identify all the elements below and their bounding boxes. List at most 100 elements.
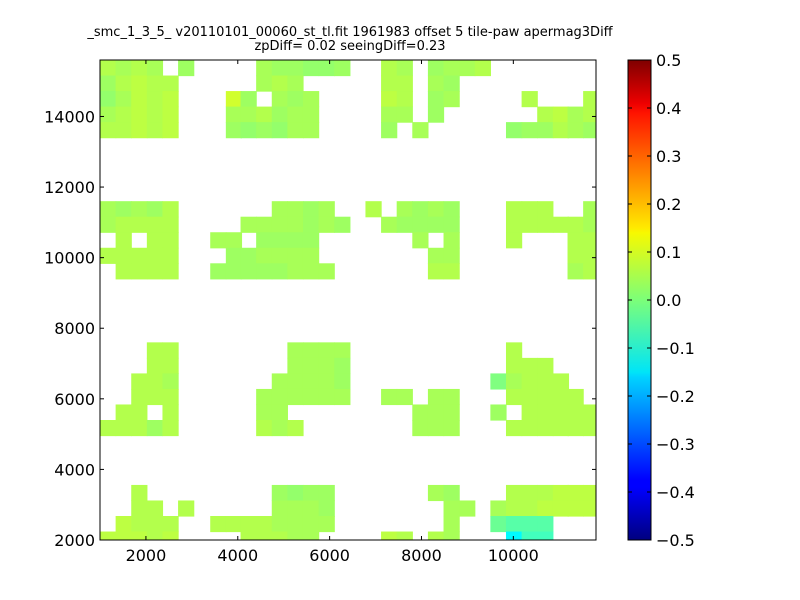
heatmap-cell [146, 201, 164, 218]
heatmap-cell [302, 247, 320, 264]
heatmap-cell [256, 263, 273, 280]
heatmap-cell [567, 420, 584, 437]
heatmap-cell [131, 484, 148, 502]
heatmap-cell [443, 232, 460, 249]
heatmap-cell [318, 216, 335, 233]
heatmap-cell [131, 247, 148, 264]
heatmap-cell [443, 420, 460, 437]
heatmap-cell [271, 500, 288, 517]
heatmap-cell [131, 75, 148, 92]
heatmap-cell [256, 106, 273, 123]
heatmap-cell [537, 500, 554, 517]
heatmap-cell [521, 500, 538, 517]
heatmap-cell [427, 404, 445, 421]
heatmap-cell [583, 420, 596, 437]
heatmap-cell [521, 388, 538, 406]
heatmap-cell [146, 531, 164, 540]
heatmap-cell [505, 357, 523, 375]
heatmap-cell [318, 263, 335, 280]
colorbar-tick-label: 0.5 [656, 51, 681, 70]
colorbar-tick-label: −0.5 [656, 531, 695, 550]
heatmap-cell [162, 263, 179, 280]
heatmap-cell [318, 516, 335, 533]
heatmap-cell [474, 60, 491, 77]
heatmap-cell [115, 247, 132, 264]
colorbar-tick-label: −0.3 [656, 435, 695, 454]
heatmap-cell [552, 106, 570, 123]
heatmap-cell [287, 91, 304, 108]
heatmap-cell [412, 216, 429, 233]
heatmap-cell [334, 216, 351, 233]
heatmap-cell [271, 75, 288, 92]
heatmap-cell [537, 547, 553, 563]
heatmap-cell [240, 531, 257, 540]
heatmap-cell [521, 122, 538, 139]
heatmap-cell [302, 106, 320, 123]
heatmap-cell [381, 216, 398, 233]
heatmap-cell [505, 531, 523, 540]
heatmap-cell [444, 547, 460, 563]
heatmap-cell [131, 216, 148, 233]
heatmap-cell [521, 91, 538, 108]
heatmap-cell [146, 342, 164, 359]
heatmap-cell [396, 91, 413, 108]
heatmap-cell [178, 500, 195, 517]
heatmap-cell [146, 75, 164, 92]
heatmap-cell [505, 420, 523, 437]
heatmap-cell [537, 484, 554, 502]
heatmap-cell [271, 201, 288, 218]
heatmap-cell [443, 484, 460, 502]
heatmap-cell [583, 106, 596, 123]
heatmap-cell [146, 91, 164, 108]
heatmap-cell [256, 216, 273, 233]
heatmap-cell [381, 60, 398, 77]
heatmap-cell [302, 216, 320, 233]
heatmap-cell [318, 60, 335, 77]
heatmap-cell [443, 216, 460, 233]
heatmap-cell [287, 547, 303, 563]
heatmap-cell [427, 216, 445, 233]
heatmap-cell [443, 404, 460, 421]
heatmap-cell [100, 91, 117, 108]
heatmap-cell [537, 122, 554, 139]
chart-subtitle: zpDiff= 0.02 seeingDiff=0.23 [254, 39, 446, 54]
heatmap-cell [537, 404, 554, 421]
heatmap-cell [131, 404, 148, 421]
heatmap-cell [256, 404, 273, 421]
heatmap-cell [505, 232, 523, 249]
heatmap-cell [381, 75, 398, 92]
heatmap-cell [162, 201, 179, 218]
heatmap-cell [459, 500, 476, 517]
heatmap-cell [100, 60, 117, 77]
y-tick-label: 6000 [54, 390, 95, 409]
heatmap-cell [162, 75, 179, 92]
heatmap-cell [271, 388, 288, 406]
heatmap-cell [365, 201, 382, 218]
heatmap-cell [583, 404, 596, 421]
heatmap-cell [115, 420, 132, 437]
heatmap-cell [210, 263, 227, 280]
heatmap-cell [225, 516, 243, 533]
heatmap-cell [115, 531, 132, 540]
heatmap-cell [162, 122, 179, 139]
heatmap-cell [115, 201, 132, 218]
heatmap-cell [302, 388, 320, 406]
heatmap-cell [583, 216, 596, 233]
heatmap-cell [115, 60, 132, 77]
heatmap-cell [412, 201, 429, 218]
heatmap-cell [427, 531, 445, 540]
heatmap-cell [162, 342, 179, 359]
heatmap-cell [178, 60, 195, 77]
heatmap-cell [583, 484, 596, 502]
heatmap-cell [427, 247, 445, 264]
heatmap-cell [131, 60, 148, 77]
heatmap-cells [100, 60, 596, 563]
heatmap-cell [396, 388, 413, 406]
heatmap-cell [287, 75, 304, 92]
heatmap-cell [287, 531, 304, 540]
heatmap-cell [302, 232, 320, 249]
heatmap-cell [396, 60, 413, 77]
heatmap-cell [287, 357, 304, 375]
heatmap-cell [427, 484, 445, 502]
heatmap-cell [381, 531, 398, 540]
